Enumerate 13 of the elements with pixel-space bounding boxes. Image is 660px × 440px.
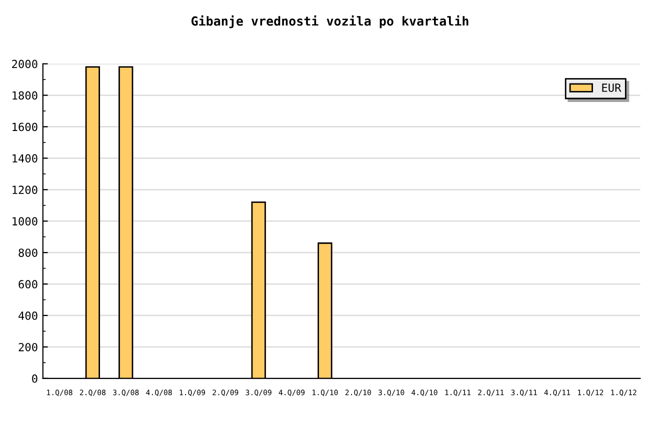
y-tick-label: 600 (18, 280, 38, 288)
y-tick-label: 200 (18, 342, 38, 352)
y-tick-label: 0 (32, 374, 38, 383)
y-tick-label: 800 (18, 248, 38, 257)
y-tick-label: 1400 (12, 154, 38, 163)
y-tick-label: 400 (18, 311, 38, 320)
y-tick-label: 2000 (12, 60, 38, 68)
chart-title: Gibanje vrednosti vozila po kvartalih (191, 15, 468, 28)
y-tick-label: 1600 (12, 122, 38, 132)
y-tick-label: 1200 (12, 186, 38, 194)
y-tick-label: 1800 (12, 91, 38, 100)
legend-label: EUR (602, 84, 622, 92)
y-tick-label: 1000 (12, 217, 38, 226)
